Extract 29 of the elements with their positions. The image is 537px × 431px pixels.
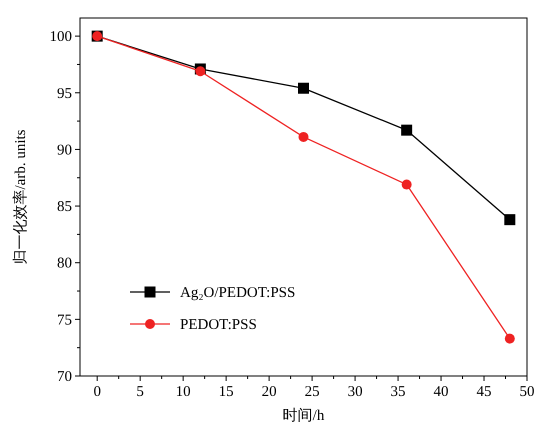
y-tick-label: 80	[57, 256, 72, 272]
x-tick-label: 25	[304, 384, 320, 400]
legend-label: Ag₂O/PEDOT:PSS	[180, 285, 296, 301]
x-tick-label: 5	[136, 384, 144, 400]
x-tick-label: 0	[93, 384, 101, 400]
y-axis-title: 归一化效率/arb. units	[12, 129, 29, 264]
x-tick-label: 40	[434, 384, 449, 400]
point	[504, 214, 516, 226]
point	[298, 82, 309, 94]
x-tick-label: 10	[176, 384, 191, 400]
y-tick-label: 75	[57, 312, 72, 328]
y-tick-label: 85	[57, 199, 72, 216]
point	[195, 66, 206, 76]
y-tick-label: 70	[57, 369, 72, 385]
y-tick-label: 90	[57, 142, 72, 158]
point	[401, 124, 412, 136]
point	[402, 180, 412, 190]
x-tick-label: 35	[390, 384, 406, 400]
x-tick-label: 15	[218, 384, 234, 400]
x-tick-label: 30	[348, 384, 363, 400]
x-tick-label: 20	[262, 384, 277, 400]
y-tick-label: 95	[57, 86, 72, 102]
x-axis-title: 时间/h	[282, 407, 325, 424]
legend-label: PEDOT:PSS	[180, 317, 257, 333]
x-tick-label: 50	[520, 384, 534, 400]
x-tick-label: 45	[476, 384, 492, 400]
point	[504, 334, 515, 344]
y-tick-label: 100	[50, 29, 72, 46]
point	[298, 132, 308, 142]
